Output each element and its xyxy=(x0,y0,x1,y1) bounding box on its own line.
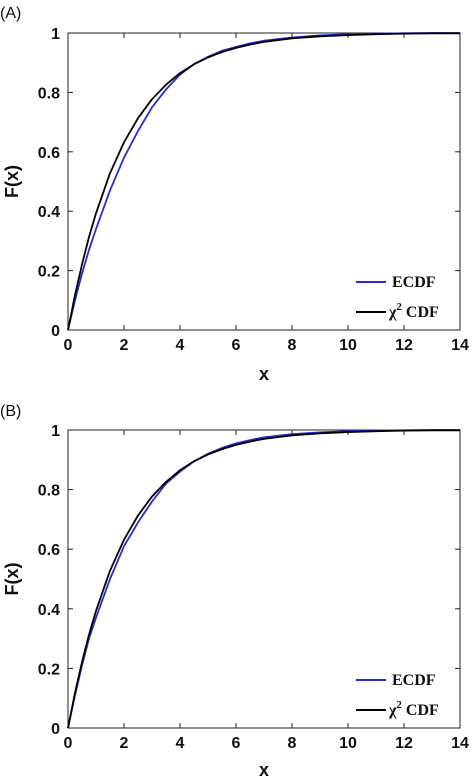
x-tick-label: 10 xyxy=(339,337,357,354)
x-tick-label: 0 xyxy=(64,735,73,752)
x-tick-label: 10 xyxy=(339,735,357,752)
y-tick-label: 0.6 xyxy=(38,542,60,559)
y-tick-label: 1 xyxy=(51,423,60,440)
legend-label: χ2 CDF xyxy=(388,699,439,719)
legend-label: χ2 CDF xyxy=(388,301,439,321)
x-tick-label: 8 xyxy=(288,337,297,354)
y-tick-label: 0.8 xyxy=(38,85,60,102)
x-tick-label: 14 xyxy=(451,735,469,752)
x-tick-label: 0 xyxy=(64,337,73,354)
x-tick-label: 6 xyxy=(232,735,241,752)
x-tick-label: 4 xyxy=(176,337,185,354)
series-line-chi2-cdf xyxy=(67,429,460,729)
y-axis-label: F(x) xyxy=(2,165,22,198)
x-tick-label: 14 xyxy=(451,337,469,354)
plot-frame xyxy=(67,429,461,729)
y-tick-label: 0 xyxy=(51,721,60,738)
y-tick-label: 0.2 xyxy=(38,264,60,281)
y-tick-label: 0.8 xyxy=(38,483,60,500)
y-tick-label: 0.2 xyxy=(38,661,60,678)
x-axis-label: x xyxy=(259,760,269,780)
panel-label: (B) xyxy=(0,403,21,420)
y-axis-label: F(x) xyxy=(2,563,22,596)
y-tick-label: 0 xyxy=(51,323,60,340)
series-line-chi2-cdf xyxy=(67,32,460,331)
x-tick-label: 2 xyxy=(120,735,129,752)
x-tick-label: 12 xyxy=(395,735,413,752)
y-tick-label: 1 xyxy=(51,26,60,43)
x-tick-label: 8 xyxy=(288,735,297,752)
x-tick-label: 4 xyxy=(176,735,185,752)
x-axis-label: x xyxy=(259,364,269,384)
plot-frame xyxy=(67,32,461,331)
y-tick-label: 0.4 xyxy=(38,602,60,619)
panel-label: (A) xyxy=(0,5,21,22)
legend-label: ECDF xyxy=(392,274,436,291)
x-tick-label: 2 xyxy=(120,337,129,354)
x-tick-label: 6 xyxy=(232,337,241,354)
y-tick-label: 0.6 xyxy=(38,145,60,162)
y-tick-label: 0.4 xyxy=(38,204,60,221)
legend-label: ECDF xyxy=(392,672,436,689)
x-tick-label: 12 xyxy=(395,337,413,354)
